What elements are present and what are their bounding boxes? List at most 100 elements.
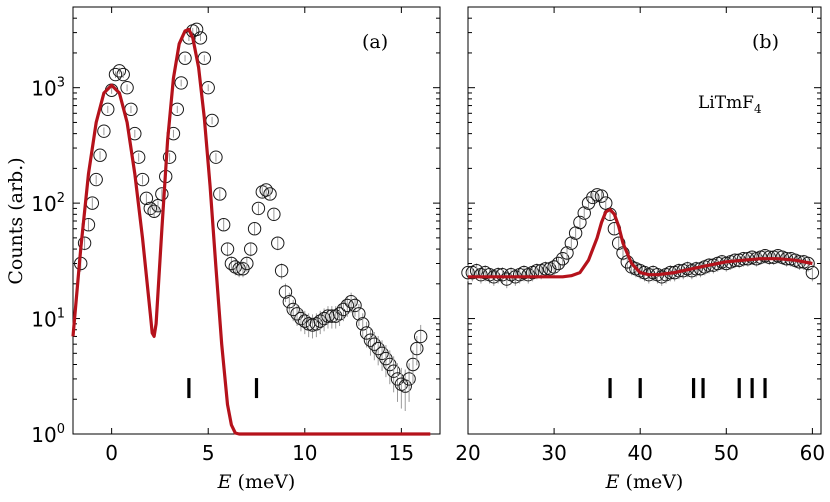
data-point — [402, 372, 416, 386]
data-point — [344, 294, 358, 309]
data-point — [174, 76, 188, 90]
data-point — [363, 333, 378, 347]
data-point — [213, 187, 227, 201]
data-point — [356, 317, 370, 331]
data-point — [500, 272, 514, 286]
data-point — [359, 326, 374, 340]
data-point — [271, 236, 285, 250]
x-axis-label-symbol: E — [217, 471, 232, 493]
data-point — [290, 307, 304, 321]
compound-subscript: 4 — [754, 102, 762, 116]
data-point — [398, 379, 412, 393]
data-point — [178, 51, 192, 65]
data-point — [112, 64, 127, 78]
data-point — [410, 341, 424, 356]
data-point — [120, 80, 134, 95]
data-point — [371, 341, 385, 356]
plot-frame — [467, 6, 822, 435]
data-point — [586, 190, 600, 205]
fit-curve — [71, 27, 431, 436]
data-point — [216, 218, 231, 232]
y-tick-exponent: 3 — [57, 76, 65, 91]
x-tick-label: 40 — [627, 441, 652, 465]
y-tick-label: 102 — [31, 191, 65, 216]
data-point — [294, 311, 308, 326]
panel-tags: (a) (b) LiTmF4 — [362, 31, 779, 116]
data-point — [155, 187, 169, 201]
data-point — [413, 329, 428, 344]
x-tick-label: 30 — [541, 441, 566, 465]
data-point — [573, 215, 587, 230]
data-point — [93, 148, 107, 162]
data-point — [240, 256, 254, 271]
x-tick-label: 15 — [389, 441, 414, 465]
data-point — [259, 183, 273, 197]
y-tick-exponent: 0 — [57, 422, 65, 437]
panel-b: 20 30 40 50 60 E (meV) — [455, 6, 825, 493]
data-point — [224, 256, 239, 271]
x-axis-label-unit: (meV) — [620, 471, 684, 493]
fit-curve — [468, 207, 813, 279]
y-tick-base: 10 — [31, 423, 56, 447]
data-point — [282, 294, 297, 309]
data-point — [309, 317, 324, 331]
y-tick-label: 103 — [31, 76, 65, 101]
data-point — [383, 357, 397, 372]
data-point — [313, 314, 327, 328]
compound-name: LiTmF — [698, 93, 754, 113]
data-point — [352, 307, 366, 321]
data-point — [108, 67, 123, 82]
x-tick-label: 20 — [455, 441, 480, 465]
x-tick-label: 60 — [800, 441, 825, 465]
x-axis-label: E (meV) — [217, 471, 296, 493]
data-point — [286, 302, 300, 317]
data-point — [805, 265, 820, 280]
data-point — [244, 242, 258, 256]
data-point — [340, 298, 354, 313]
data-point — [801, 256, 815, 271]
data-point — [116, 67, 130, 82]
compound-label: LiTmF4 — [698, 93, 762, 116]
data-point — [220, 242, 235, 256]
x-tick-label: 0 — [105, 441, 118, 465]
data-point — [274, 263, 289, 278]
data-point — [101, 102, 115, 116]
data-point — [594, 189, 609, 203]
y-tick-base: 10 — [31, 77, 56, 101]
x-axis-label-symbol: E — [605, 471, 620, 493]
y-tick-base: 10 — [31, 192, 56, 216]
panel-b-tag: (b) — [752, 31, 779, 53]
data-point — [491, 267, 505, 282]
data-point — [232, 262, 246, 276]
x-axis-label: E (meV) — [605, 471, 684, 493]
y-axis-label: Counts (arb.) — [5, 157, 27, 284]
data-point — [495, 267, 510, 282]
x-tick-label: 10 — [292, 441, 317, 465]
data-point — [348, 298, 362, 313]
data-point — [332, 307, 347, 321]
data-point — [336, 302, 351, 317]
x-tick-label: 50 — [714, 441, 739, 465]
y-tick-exponent: 2 — [57, 191, 65, 206]
data-point — [611, 236, 626, 250]
x-axis-label-unit: (meV) — [232, 471, 296, 493]
data-point — [143, 201, 157, 216]
data-point — [162, 150, 177, 164]
data-point — [547, 260, 561, 274]
data-point — [267, 207, 281, 222]
data-point — [406, 357, 420, 372]
y-tick-exponent: 1 — [57, 307, 65, 322]
data-point — [367, 337, 382, 351]
data-point — [89, 172, 103, 187]
data-point — [251, 201, 266, 216]
data-point — [263, 187, 277, 201]
data-point — [77, 236, 92, 250]
data-point — [247, 222, 262, 236]
data-point — [325, 309, 339, 323]
data-point — [551, 256, 566, 271]
data-point — [328, 309, 343, 323]
data-point — [97, 124, 111, 138]
y-axis-label-group: Counts (arb.) — [5, 157, 27, 284]
